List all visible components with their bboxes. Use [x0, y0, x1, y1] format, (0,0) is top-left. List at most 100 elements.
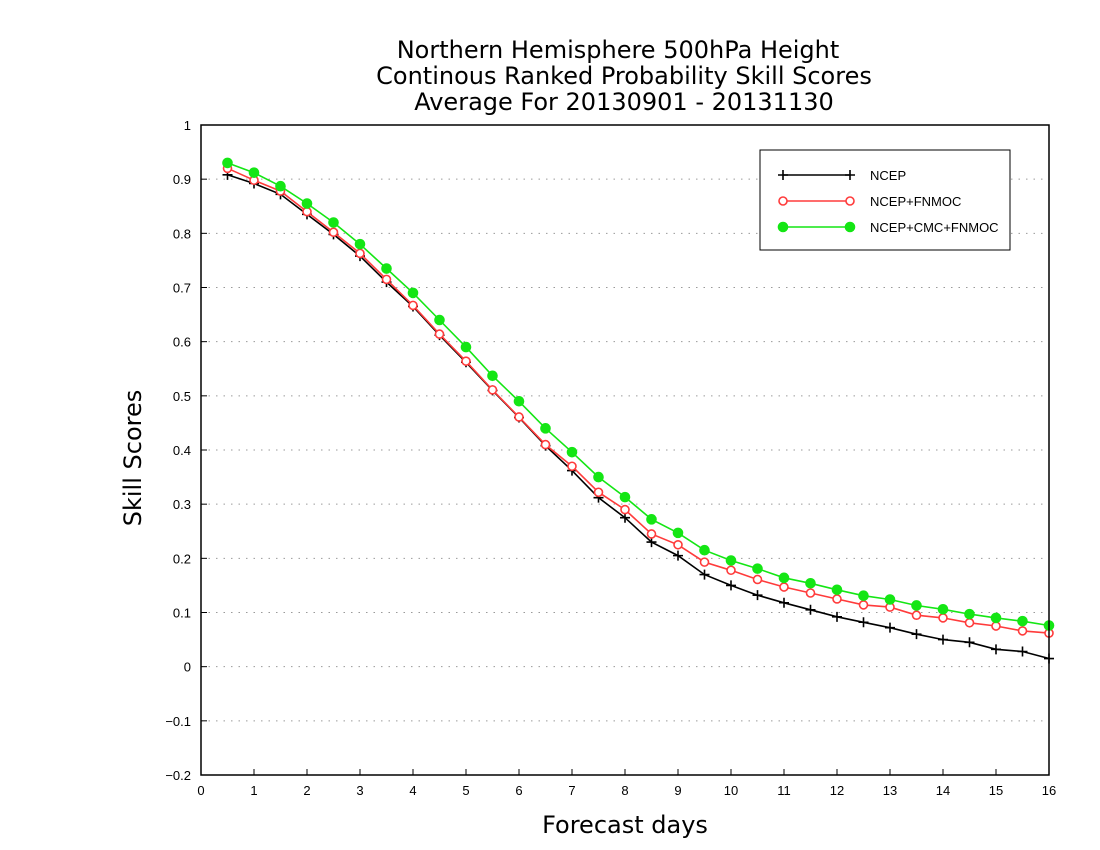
data-point-plus [779, 597, 789, 608]
data-point-plus [673, 550, 683, 561]
data-point-filled-circle [672, 527, 684, 539]
data-point-filled-circle [777, 221, 789, 233]
data-point-filled-circle [593, 471, 604, 483]
data-point-filled-circle [434, 314, 445, 326]
data-point-open-circle [991, 621, 1001, 631]
x-tick-label: 13 [883, 783, 897, 798]
y-tick-label: 0.9 [173, 172, 191, 187]
data-point-open-circle [302, 206, 312, 217]
data-point-plus [858, 617, 869, 628]
legend-label: NCEP [870, 168, 906, 183]
data-point-open-circle [1017, 626, 1028, 636]
data-point-plus [885, 622, 895, 633]
x-tick-label: 11 [777, 783, 791, 798]
data-point-filled-circle [725, 555, 737, 566]
title-line-1: Northern Hemisphere 500hPa Height [397, 36, 840, 64]
plot-frame [200, 124, 1050, 776]
data-point-filled-circle [778, 572, 790, 584]
data-point-open-circle [593, 487, 604, 498]
legend-entry: NCEP [778, 168, 906, 183]
x-tick-label: 1 [250, 783, 257, 798]
data-point-open-circle [911, 610, 922, 621]
data-point-filled-circle [540, 423, 551, 434]
y-tick-label: −0.1 [165, 714, 191, 729]
data-point-filled-circle [248, 167, 260, 178]
data-point-filled-circle [805, 577, 816, 589]
data-point-open-circle [487, 385, 498, 395]
x-tick-label: 4 [409, 783, 416, 798]
data-point-filled-circle [328, 217, 339, 228]
data-point-plus [1017, 646, 1028, 657]
data-point-filled-circle [911, 600, 922, 611]
series-ncep-fnmoc [222, 163, 1054, 638]
data-point-plus [911, 629, 922, 640]
legend-entry: NCEP+CMC+FNMOC [777, 220, 999, 235]
data-point-plus [938, 634, 948, 645]
data-point-filled-circle [844, 221, 856, 233]
x-tick-label: 5 [462, 783, 469, 798]
data-point-filled-circle [301, 198, 313, 209]
x-tick-label: 7 [568, 783, 575, 798]
data-point-open-circle [778, 196, 788, 206]
series-line [227, 174, 1050, 660]
data-point-open-circle [328, 227, 339, 238]
data-point-filled-circle [275, 180, 286, 192]
data-point-open-circle [540, 439, 551, 450]
legend-label: NCEP+CMC+FNMOC [870, 220, 999, 235]
y-tick-label: 0.7 [173, 281, 191, 296]
data-point-filled-circle [354, 238, 366, 250]
title-line-3: Average For 20130901 - 20131130 [414, 88, 834, 116]
data-point-open-circle [646, 529, 657, 539]
data-point-filled-circle [884, 594, 896, 605]
data-point-plus [726, 580, 736, 591]
y-tick-label: 0.5 [173, 389, 191, 404]
x-tick-label: 10 [724, 783, 738, 798]
legend-entry: NCEP+FNMOC [778, 194, 961, 209]
data-point-filled-circle [990, 612, 1002, 624]
data-point-open-circle [858, 600, 869, 610]
data-point-open-circle [964, 617, 975, 628]
data-point-filled-circle [646, 514, 657, 525]
y-tick-label: 0.3 [173, 497, 191, 512]
y-tick-label: 0.2 [173, 551, 191, 566]
data-point-plus [832, 611, 842, 622]
data-point-plus [778, 170, 788, 180]
gridlines [201, 178, 1049, 722]
data-point-filled-circle [619, 491, 631, 503]
data-point-filled-circle [222, 157, 233, 169]
x-tick-label: 6 [515, 783, 522, 798]
data-point-plus [805, 604, 816, 615]
x-tick-label: 9 [674, 783, 681, 798]
y-axis-label: Skill Scores [119, 390, 147, 527]
data-point-filled-circle [1017, 615, 1028, 627]
legend-box [759, 149, 1011, 251]
data-point-plus [964, 637, 975, 648]
data-point-open-circle [699, 557, 710, 567]
axis-ticks: −0.2−0.100.10.20.30.40.50.60.70.80.910 1 2… [165, 118, 1056, 798]
x-tick-label: 12 [830, 783, 844, 798]
data-point-filled-circle [487, 370, 498, 382]
legend-label: NCEP+FNMOC [870, 194, 961, 209]
data-point-open-circle [805, 588, 816, 598]
data-point-open-circle [726, 565, 736, 576]
data-point-open-circle [567, 461, 577, 472]
chart-title: Northern Hemisphere 500hPa Height Contin… [376, 36, 872, 116]
data-point-filled-circle [858, 590, 869, 602]
data-point-filled-circle [699, 544, 710, 556]
data-point-filled-circle [460, 341, 472, 353]
y-tick-label: 0 [184, 660, 191, 675]
y-tick-label: 1 [184, 118, 191, 133]
title-line-2: Continous Ranked Probability Skill Score… [376, 62, 872, 90]
data-point-open-circle [673, 539, 683, 550]
series-layer [222, 157, 1055, 664]
y-tick-label: −0.2 [165, 768, 191, 783]
data-point-open-circle [845, 196, 855, 206]
data-point-open-circle [832, 594, 842, 604]
x-tick-label: 8 [621, 783, 628, 798]
data-point-filled-circle [937, 603, 949, 615]
data-point-open-circle [938, 613, 948, 623]
data-point-open-circle [752, 574, 763, 585]
data-point-filled-circle [964, 608, 975, 620]
data-point-open-circle [620, 504, 630, 515]
